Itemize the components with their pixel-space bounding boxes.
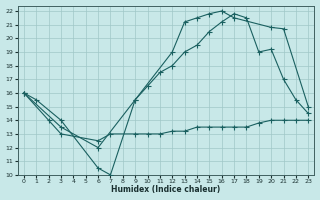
X-axis label: Humidex (Indice chaleur): Humidex (Indice chaleur) [111, 185, 221, 194]
